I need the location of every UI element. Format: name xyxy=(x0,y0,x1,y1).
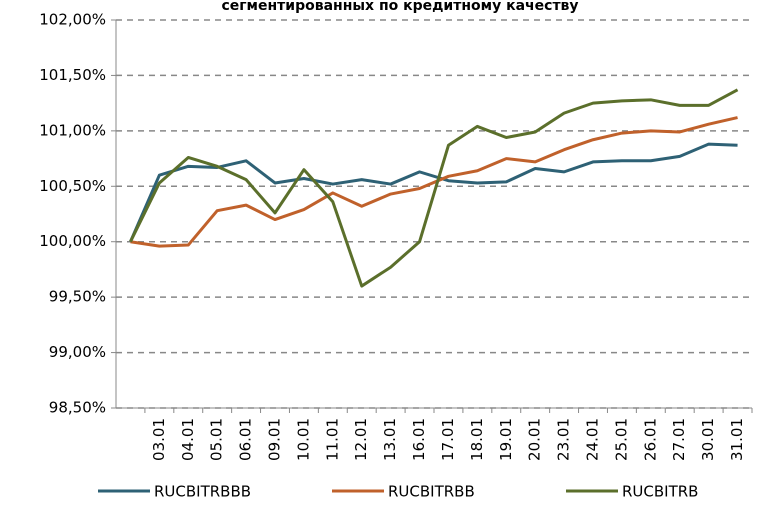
x-tick-label: 27.01 xyxy=(670,418,688,461)
x-tick-label: 04.01 xyxy=(179,418,197,461)
x-tick-label: 17.01 xyxy=(439,418,457,461)
x-tick-label: 10.01 xyxy=(294,418,312,461)
x-tick-label: 26.01 xyxy=(641,418,659,461)
x-tick-label: 05.01 xyxy=(208,418,226,461)
x-tick-label: 25.01 xyxy=(612,418,630,461)
x-tick-label: 24.01 xyxy=(584,418,602,461)
legend-label: RUCBITRB xyxy=(622,483,698,501)
y-tick-label: 99,00% xyxy=(49,343,106,361)
y-tick-label: 99,50% xyxy=(49,288,106,306)
x-tick-label: 19.01 xyxy=(497,418,515,461)
y-tick-label: 100,50% xyxy=(39,177,106,195)
legend-label: RUCBITRBBB xyxy=(154,483,251,501)
x-tick-label: 03.01 xyxy=(150,418,168,461)
x-tick-label: 30.01 xyxy=(699,418,717,461)
x-tick-label: 16.01 xyxy=(410,418,428,461)
line-series xyxy=(129,142,738,243)
y-tick-label: 102,00% xyxy=(39,11,106,29)
x-tick-label: 13.01 xyxy=(381,418,399,461)
x-tick-label: 09.01 xyxy=(266,418,284,461)
chart-title: сегментированных по кредитному качеству xyxy=(221,0,578,14)
y-tick-label: 98,50% xyxy=(49,399,106,417)
x-tick-label: 18.01 xyxy=(468,418,486,461)
y-tick-label: 100,00% xyxy=(39,232,106,250)
x-tick-label: 23.01 xyxy=(555,418,573,461)
x-tick-label: 11.01 xyxy=(323,418,341,461)
line-series xyxy=(130,116,738,248)
y-tick-label: 101,00% xyxy=(39,121,106,139)
legend-label: RUCBITRBB xyxy=(388,483,475,501)
x-tick-label: 20.01 xyxy=(526,418,544,461)
line-series xyxy=(129,88,739,288)
x-tick-label: 12.01 xyxy=(352,418,370,461)
y-tick-label: 101,50% xyxy=(39,66,106,84)
x-tick-label: 31.01 xyxy=(728,418,746,461)
x-tick-label: 06.01 xyxy=(237,418,255,461)
